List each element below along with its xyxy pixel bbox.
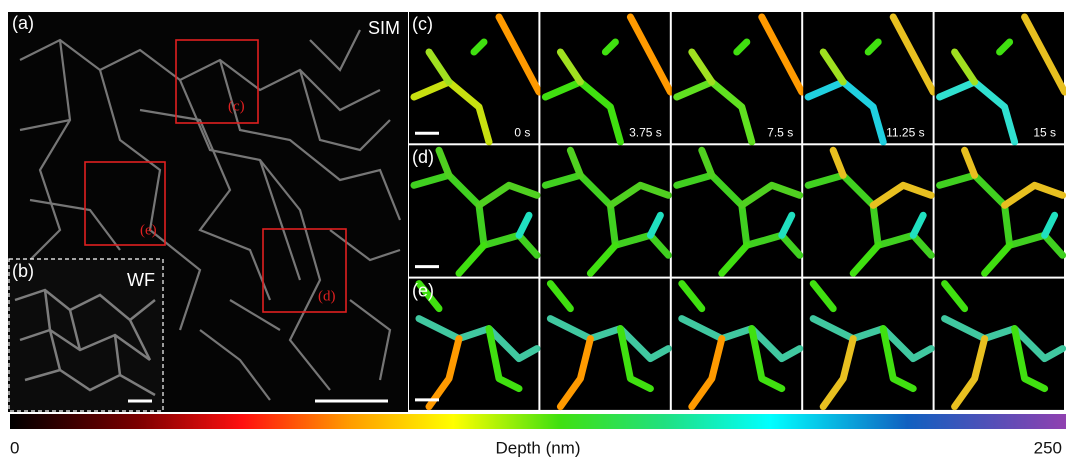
panel-label: (c) [412, 14, 433, 34]
figure: (a) SIM (c) (e) (d) (b) WF (c) (d) (e) 0 s 3… [0, 0, 1066, 460]
time-label: 11.25 s [886, 125, 924, 139]
colorbar-max: 250 [1034, 438, 1062, 457]
panel-label: (e) [412, 280, 434, 300]
roi-label: (d) [318, 288, 336, 304]
roi-label: (c) [228, 98, 245, 114]
colorbar-min: 0 [10, 438, 19, 457]
frame [540, 12, 669, 143]
frame [672, 12, 801, 143]
time-label: 15 s [1033, 125, 1056, 139]
frame [803, 12, 932, 143]
colorbar-title: Depth (nm) [495, 438, 580, 457]
modality-label: SIM [368, 18, 400, 38]
time-label: 0 s [514, 125, 530, 139]
time-label: 3.75 s [629, 125, 662, 139]
panel-label: (a) [12, 13, 34, 33]
panel-label: (b) [12, 261, 34, 281]
time-series-grid: (c) (d) (e) 0 s 3.75 s 7.5 s 11.25 s 15 s [409, 12, 1065, 410]
time-label: 7.5 s [767, 125, 793, 139]
frame [935, 12, 1064, 143]
modality-label: WF [127, 270, 155, 290]
panel-label: (d) [412, 147, 434, 167]
colorbar [10, 414, 1066, 429]
roi-label: (e) [140, 222, 157, 238]
